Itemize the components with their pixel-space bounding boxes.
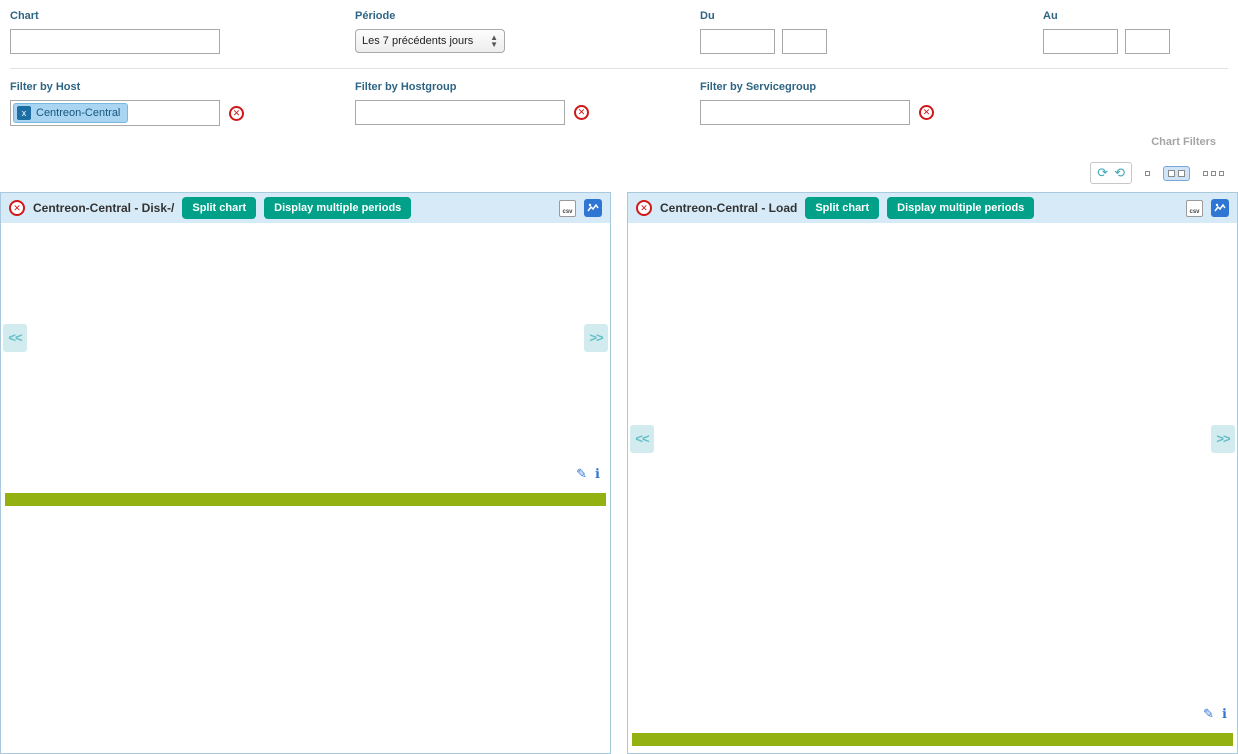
du-date-input[interactable] (700, 29, 775, 54)
load-chart-area: << >> (628, 223, 1237, 704)
layout-three-columns-toggle[interactable] (1199, 168, 1228, 179)
disk-legend-row: ✎ ℹ (1, 463, 610, 487)
edit-chart-icon[interactable]: ✎ (576, 466, 588, 481)
host-chip-label: Centreon-Central (36, 107, 121, 119)
export-csv-icon[interactable]: csv (559, 199, 576, 217)
pan-right-button[interactable]: >> (1211, 424, 1235, 453)
load-time-range-slider[interactable] (632, 733, 1233, 747)
filter-chart: Chart (10, 10, 355, 54)
chip-remove-icon[interactable]: x (17, 106, 31, 120)
host-filter-input[interactable]: x Centreon-Central (10, 100, 220, 126)
servicegroup-filter-input[interactable] (700, 100, 910, 125)
filter-host: Filter by Host x Centreon-Central ✕ (10, 81, 355, 126)
du-time-input[interactable] (782, 29, 827, 54)
periode-selected-value: Les 7 précédents jours (362, 35, 474, 47)
load-chart-title: Centreon-Central - Load (660, 201, 798, 215)
pan-right-button[interactable]: >> (584, 323, 608, 352)
export-csv-icon[interactable]: csv (1186, 199, 1203, 217)
disk-panel-header: ✕ Centreon-Central - Disk-/ Split chart … (1, 193, 610, 223)
chart-panel-load: ✕ Centreon-Central - Load Split chart Di… (627, 192, 1238, 754)
periode-select[interactable]: Les 7 précédents jours ▲ ▼ (355, 29, 505, 53)
filter-hostgroup: Filter by Hostgroup ✕ (355, 81, 700, 126)
disk-chart-title: Centreon-Central - Disk-/ (33, 201, 175, 215)
disk-time-range-slider[interactable] (5, 493, 606, 506)
charts-row: ✕ Centreon-Central - Disk-/ Split chart … (0, 192, 1238, 754)
chart-filter-input[interactable] (10, 29, 220, 54)
host-clear-icon[interactable]: ✕ (229, 105, 244, 121)
load-chart-canvas[interactable] (630, 225, 1233, 704)
load-chart-tools: ✎ ℹ (1203, 706, 1227, 722)
host-chip: x Centreon-Central (13, 103, 129, 123)
three-columns-icon (1203, 170, 1208, 176)
graph-controls-row: ⟳ ⟲ (0, 148, 1238, 190)
pan-left-button[interactable]: << (630, 424, 654, 453)
au-date-input[interactable] (1043, 29, 1118, 54)
filter-au: Au (1043, 10, 1228, 54)
chart-info-icon[interactable]: ℹ (595, 466, 600, 481)
chart-filters-caption: Chart Filters (1151, 136, 1216, 148)
disk-chart-area: << >> (1, 223, 610, 463)
split-chart-button[interactable]: Split chart (182, 197, 257, 219)
one-column-icon (1145, 170, 1150, 176)
au-label: Au (1043, 10, 1058, 22)
close-chart-icon[interactable]: ✕ (636, 200, 652, 216)
split-chart-button[interactable]: Split chart (805, 197, 880, 219)
filter-du: Du (700, 10, 1043, 54)
chart-info-icon[interactable]: ℹ (1222, 706, 1227, 722)
filter-row-2: Filter by Host x Centreon-Central ✕ Filt… (10, 69, 1228, 126)
servicegroup-filter-label: Filter by Servicegroup (700, 81, 817, 93)
layout-two-columns-toggle[interactable] (1163, 165, 1190, 181)
filter-periode: Période Les 7 précédents jours ▲ ▼ (355, 10, 700, 54)
refresh-controls: ⟳ ⟲ (1090, 162, 1132, 184)
layout-one-column-toggle[interactable] (1141, 168, 1154, 179)
host-filter-label: Filter by Host (10, 81, 81, 93)
chart-filters-section: Chart Période Les 7 précédents jours ▲ ▼ … (0, 0, 1238, 148)
refresh-icon[interactable]: ⟳ (1097, 165, 1109, 180)
filter-row-1: Chart Période Les 7 précédents jours ▲ ▼ … (10, 10, 1228, 69)
filter-servicegroup: Filter by Servicegroup ✕ (700, 81, 1043, 126)
hostgroup-clear-icon[interactable]: ✕ (574, 105, 589, 120)
disk-chart-canvas[interactable] (3, 225, 606, 463)
select-arrows-icon: ▲ ▼ (490, 33, 498, 49)
hostgroup-filter-input[interactable] (355, 100, 565, 125)
disk-chart-tools: ✎ ℹ (576, 466, 600, 482)
disk-slider-ticks (1, 509, 610, 513)
display-multiple-periods-button[interactable]: Display multiple periods (264, 197, 412, 219)
chart-filter-label: Chart (10, 10, 39, 22)
export-image-icon[interactable] (1211, 199, 1229, 217)
display-multiple-periods-button[interactable]: Display multiple periods (887, 197, 1035, 219)
periode-label: Période (355, 10, 396, 22)
servicegroup-clear-icon[interactable]: ✕ (919, 105, 934, 120)
chart-panel-disk: ✕ Centreon-Central - Disk-/ Split chart … (0, 192, 611, 754)
two-columns-icon (1168, 169, 1175, 177)
load-slider-ticks (628, 749, 1237, 753)
du-label: Du (700, 10, 715, 22)
au-time-input[interactable] (1125, 29, 1170, 54)
close-chart-icon[interactable]: ✕ (9, 200, 25, 216)
load-legend-row: ✎ ℹ (628, 703, 1237, 727)
auto-refresh-icon[interactable]: ⟲ (1114, 165, 1125, 180)
hostgroup-filter-label: Filter by Hostgroup (355, 81, 457, 93)
load-panel-header: ✕ Centreon-Central - Load Split chart Di… (628, 193, 1237, 223)
pan-left-button[interactable]: << (3, 323, 27, 352)
export-image-icon[interactable] (584, 199, 602, 217)
edit-chart-icon[interactable]: ✎ (1203, 706, 1215, 722)
